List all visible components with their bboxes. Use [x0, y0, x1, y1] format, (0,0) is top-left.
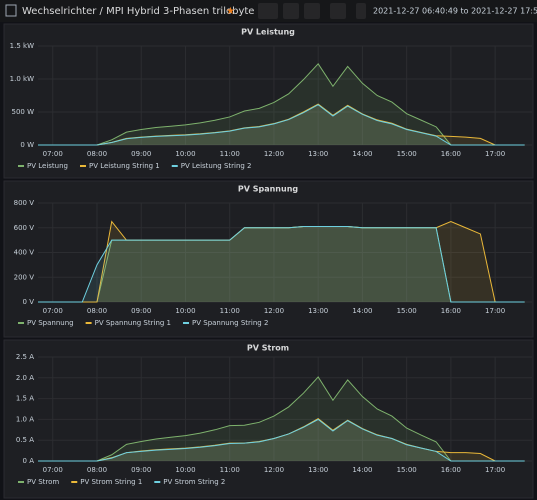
panels: PV Leistung 0 W 500 W 1.0 kW 1.5 kW 07:00 08:0…	[3, 23, 534, 499]
x-tick-label: 14:00	[352, 466, 372, 474]
legend-label: PV Strom	[27, 478, 59, 486]
legend-label: PV Strom String 1	[80, 478, 142, 486]
y-tick-label: 0.5 A	[16, 436, 34, 444]
x-tick-label: 13:00	[308, 307, 328, 315]
panel-title: PV Leistung	[241, 28, 295, 37]
x-tick-label: 13:00	[308, 466, 328, 474]
add-panel-button[interactable]	[258, 3, 278, 19]
time-back-button[interactable]	[356, 3, 366, 19]
y-tick-label: 600 V	[14, 224, 35, 232]
series-area	[38, 104, 525, 145]
y-tick-label: 1.5 A	[16, 395, 34, 403]
y-tick-label: 1.0 kW	[10, 75, 34, 83]
y-tick-label: 1.0 A	[16, 415, 34, 423]
x-tick-label: 16:00	[441, 466, 461, 474]
x-tick-label: 16:00	[441, 307, 461, 315]
x-tick-label: 08:00	[87, 307, 107, 315]
legend-label: PV Spannung String 2	[192, 319, 268, 327]
x-tick-label: 17:00	[485, 307, 505, 315]
x-tick-label: 07:00	[43, 466, 63, 474]
y-tick-label: 2.0 A	[16, 374, 34, 382]
dashboard-icon[interactable]	[5, 4, 17, 17]
series-line	[38, 63, 452, 146]
save-button[interactable]	[283, 3, 299, 19]
x-tick-label: 15:00	[397, 466, 417, 474]
view-mode-button[interactable]	[330, 3, 346, 19]
y-tick-label: 0 W	[20, 141, 34, 149]
legend-label: PV Spannung	[27, 319, 74, 327]
legend-label: PV Strom String 2	[163, 478, 225, 486]
x-tick-label: 17:00	[485, 150, 505, 158]
x-tick-label: 10:00	[175, 307, 195, 315]
series-line	[38, 226, 525, 303]
series-area	[38, 226, 451, 302]
panel-title: PV Strom	[247, 344, 289, 353]
series-area	[38, 63, 451, 145]
x-tick-label: 07:00	[43, 307, 63, 315]
y-tick-label: 0 A	[23, 457, 35, 465]
series-line	[38, 418, 525, 462]
x-tick-label: 08:00	[87, 150, 107, 158]
series-area	[38, 419, 525, 461]
x-tick-label: 07:00	[43, 150, 63, 158]
time-range[interactable]: 2021-12-27 06:40:49 to 2021-12-27 17:50:…	[373, 7, 537, 16]
legend-label: PV Leistung String 2	[181, 162, 252, 170]
x-tick-label: 16:00	[441, 150, 461, 158]
series-line	[38, 104, 525, 146]
x-tick-label: 11:00	[220, 150, 240, 158]
series-line	[38, 376, 452, 462]
y-tick-label: 800 V	[14, 199, 35, 207]
star-icon[interactable]: ★	[226, 6, 235, 17]
series-area	[38, 221, 525, 302]
y-tick-label: 200 V	[14, 273, 35, 281]
y-tick-label: 500 W	[11, 108, 34, 116]
x-tick-label: 09:00	[131, 466, 151, 474]
x-tick-label: 09:00	[131, 307, 151, 315]
x-tick-label: 11:00	[220, 307, 240, 315]
x-tick-label: 12:00	[264, 307, 284, 315]
x-tick-label: 12:00	[264, 466, 284, 474]
panel	[3, 180, 534, 338]
x-tick-label: 14:00	[352, 150, 372, 158]
series-area	[38, 226, 525, 302]
y-tick-label: 400 V	[14, 249, 35, 257]
x-tick-label: 09:00	[131, 150, 151, 158]
panel	[3, 23, 534, 179]
x-tick-label: 10:00	[175, 150, 195, 158]
settings-button[interactable]	[304, 3, 320, 19]
dashboard-title[interactable]: Wechselrichter / MPI Hybrid 3-Phasen tri…	[22, 6, 254, 17]
y-tick-label: 0 V	[23, 298, 35, 306]
legend-label: PV Spannung String 1	[95, 319, 171, 327]
series-area	[38, 376, 451, 461]
y-tick-label: 1.5 kW	[10, 42, 34, 50]
x-tick-label: 10:00	[175, 466, 195, 474]
legend-label: PV Leistung	[27, 162, 68, 170]
x-tick-label: 13:00	[308, 150, 328, 158]
x-tick-label: 11:00	[220, 466, 240, 474]
x-tick-label: 17:00	[485, 466, 505, 474]
series-area	[38, 104, 525, 145]
legend-label: PV Leistung String 1	[89, 162, 160, 170]
y-tick-label: 2.5 A	[16, 353, 34, 361]
x-tick-label: 08:00	[87, 466, 107, 474]
x-tick-label: 15:00	[397, 150, 417, 158]
panel-title: PV Spannung	[238, 185, 299, 194]
x-tick-label: 12:00	[264, 150, 284, 158]
x-tick-label: 15:00	[397, 307, 417, 315]
x-tick-label: 14:00	[352, 307, 372, 315]
